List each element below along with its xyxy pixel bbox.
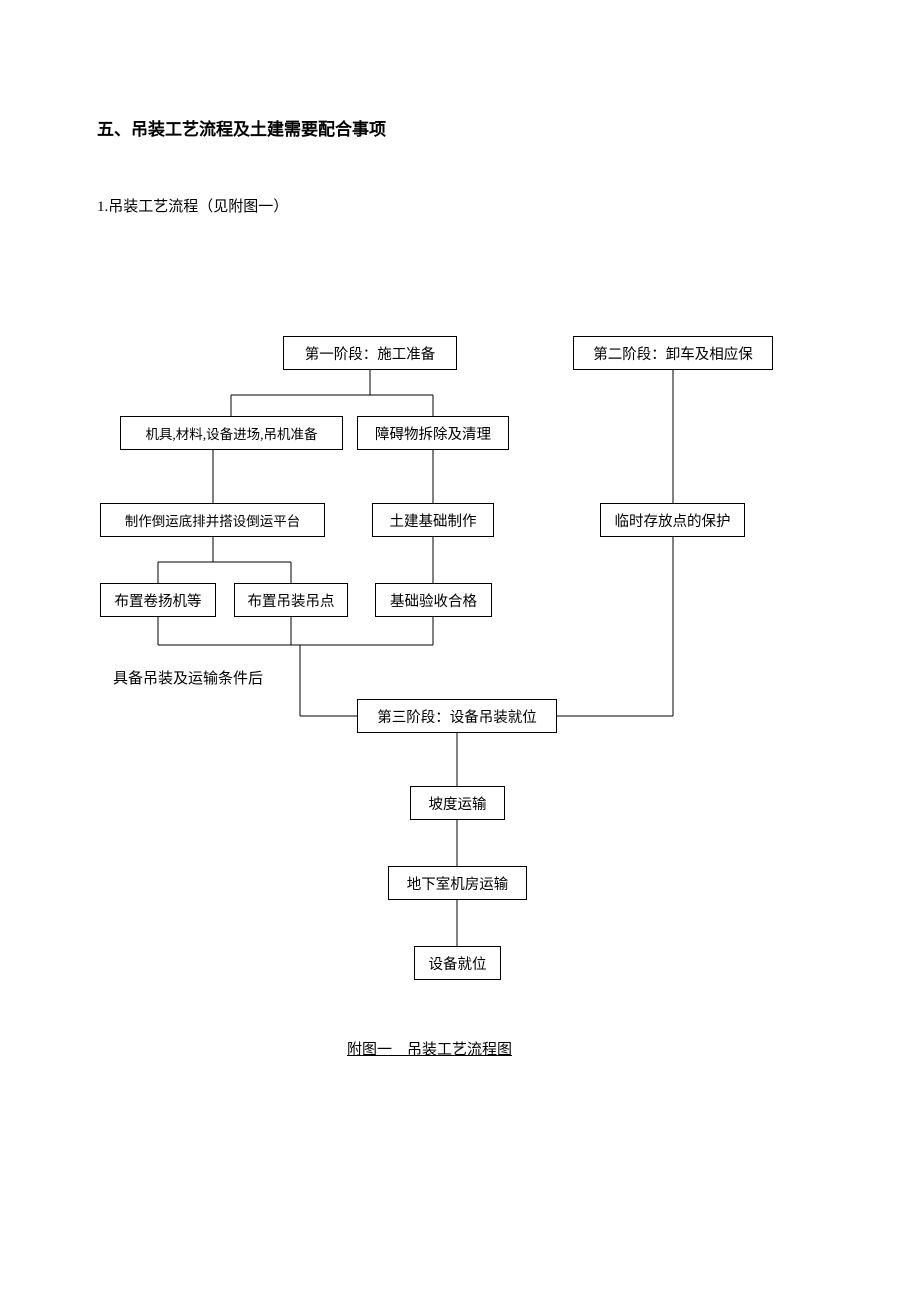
- subsection-heading: 1.吊装工艺流程（见附图一）: [97, 195, 288, 216]
- flowchart-node-n12: 坡度运输: [410, 786, 505, 820]
- flowchart-node-n3: 机具,材料,设备进场,吊机准备: [120, 416, 343, 450]
- flowchart-node-n1: 第一阶段：施工准备: [283, 336, 457, 370]
- flowchart-node-n9: 布置吊装吊点: [234, 583, 348, 617]
- condition-label: 具备吊装及运输条件后: [113, 667, 263, 688]
- flowchart-node-n5: 制作倒运底排并搭设倒运平台: [100, 503, 325, 537]
- flowchart-node-n4: 障碍物拆除及清理: [357, 416, 509, 450]
- flowchart-node-n10: 基础验收合格: [375, 583, 492, 617]
- flowchart-node-n6: 土建基础制作: [372, 503, 494, 537]
- flowchart-node-n11: 第三阶段：设备吊装就位: [357, 699, 557, 733]
- flowchart-node-n13: 地下室机房运输: [388, 866, 527, 900]
- document-page: 五、吊装工艺流程及土建需要配合事项 1.吊装工艺流程（见附图一） 第一阶段：施工…: [0, 0, 920, 1302]
- section-heading: 五、吊装工艺流程及土建需要配合事项: [97, 115, 386, 140]
- flowchart-node-n8: 布置卷扬机等: [100, 583, 216, 617]
- flowchart-node-n7: 临时存放点的保护: [600, 503, 745, 537]
- flowchart-node-n2: 第二阶段：卸车及相应保: [573, 336, 773, 370]
- flowchart-node-n14: 设备就位: [414, 946, 501, 980]
- figure-caption: 附图一 吊装工艺流程图: [347, 1038, 512, 1059]
